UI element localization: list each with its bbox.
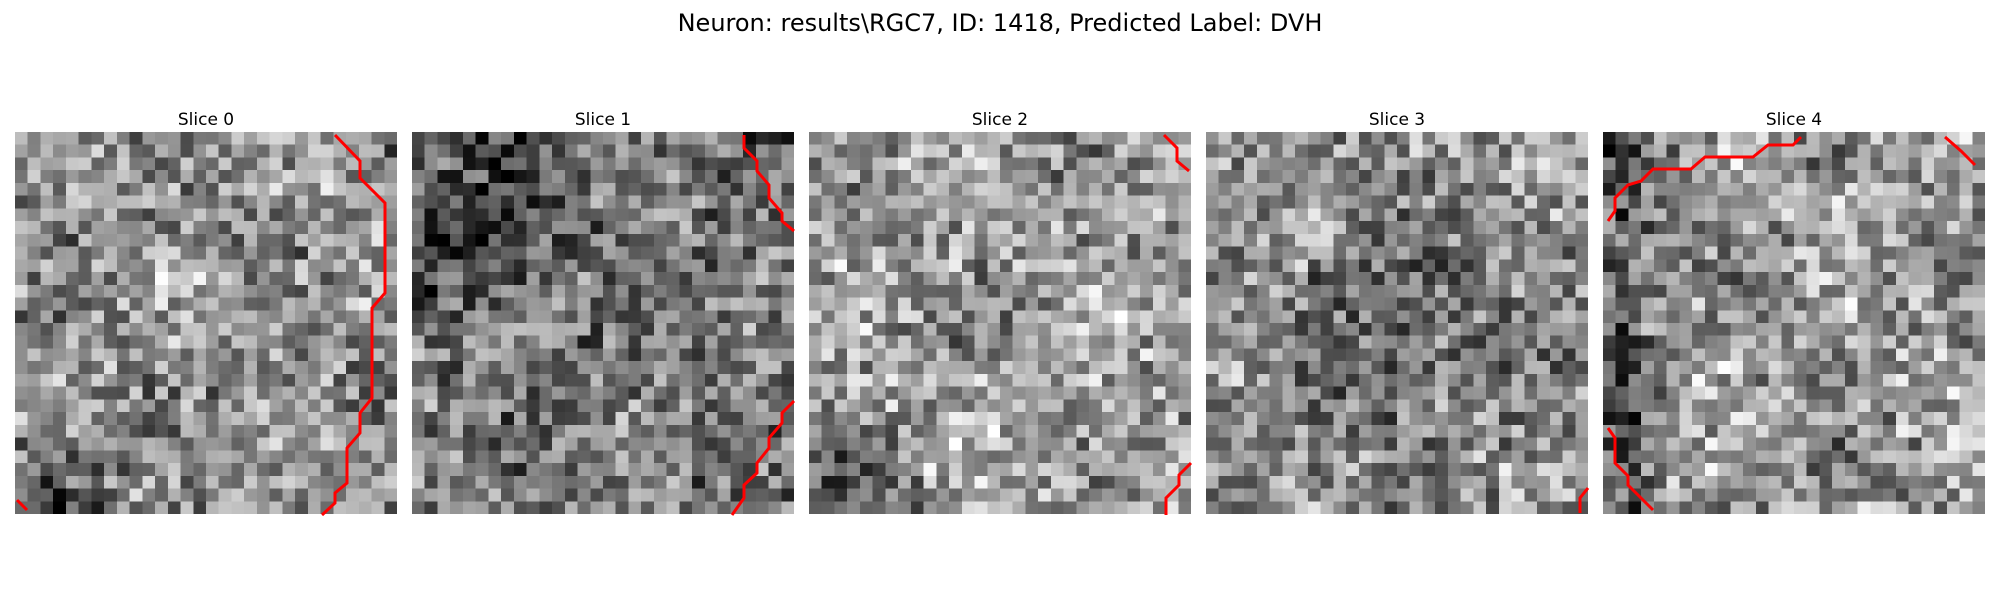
slice-panel-0: Slice 0 xyxy=(15,110,397,517)
slice-panel-2: Slice 2 xyxy=(809,110,1193,515)
slice-image xyxy=(1206,132,1588,514)
roi-contour xyxy=(1162,133,1193,515)
slice-image xyxy=(809,132,1191,514)
slice-title: Slice 1 xyxy=(574,110,632,130)
figure-title: Neuron: results\RGC7, ID: 1418, Predicte… xyxy=(677,9,1323,37)
slice-image xyxy=(412,132,794,514)
slice-title: Slice 0 xyxy=(177,110,235,130)
slice-panel-3: Slice 3 xyxy=(1206,110,1590,514)
slice-image xyxy=(1603,132,1985,514)
slice-image xyxy=(15,132,397,514)
slice-title: Slice 4 xyxy=(1765,110,1823,130)
slice-panel-1: Slice 1 xyxy=(412,110,796,516)
slice-title: Slice 3 xyxy=(1368,110,1426,130)
roi-contour xyxy=(1606,135,1977,512)
slice-panel-4: Slice 4 xyxy=(1603,110,1985,514)
roi-contour xyxy=(730,135,796,516)
roi-contour xyxy=(1578,487,1590,513)
roi-contour xyxy=(15,133,387,517)
slice-title: Slice 2 xyxy=(971,110,1029,130)
